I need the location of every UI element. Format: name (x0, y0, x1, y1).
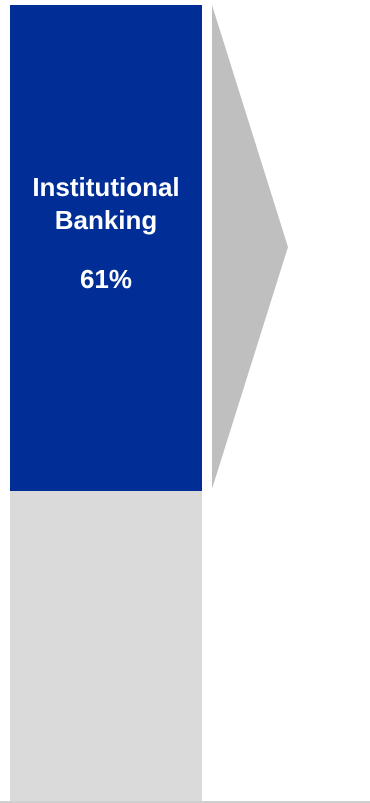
stacked-bar: Institutional Banking 61% (10, 5, 202, 801)
segment-label: Institutional Banking 61% (10, 171, 202, 296)
segment-name-line: Institutional (32, 172, 180, 202)
segment-name-line: Banking (54, 205, 158, 235)
bar-segment-1 (10, 491, 202, 801)
callout-arrow-shape (212, 5, 288, 489)
bar-segment-0: Institutional Banking 61% (10, 5, 202, 491)
segment-value-label: 61% (79, 264, 133, 294)
callout-arrow (212, 5, 288, 489)
baseline-rule (0, 801, 370, 803)
segment-name: Institutional Banking (10, 171, 202, 237)
